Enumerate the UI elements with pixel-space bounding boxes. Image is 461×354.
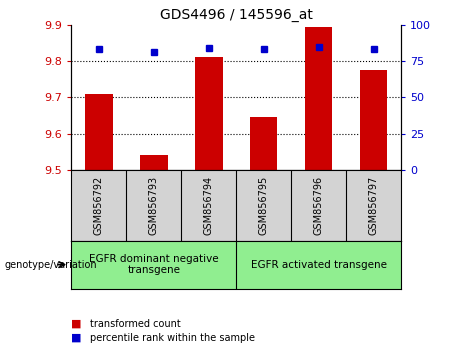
Title: GDS4496 / 145596_at: GDS4496 / 145596_at	[160, 8, 313, 22]
Bar	[360, 70, 387, 170]
Text: percentile rank within the sample: percentile rank within the sample	[90, 333, 255, 343]
Bar	[250, 117, 278, 170]
Text: transformed count: transformed count	[90, 319, 181, 329]
Bar	[85, 94, 112, 170]
Text: GSM856797: GSM856797	[369, 176, 378, 235]
Text: GSM856794: GSM856794	[204, 176, 214, 235]
Text: GSM856795: GSM856795	[259, 176, 269, 235]
Text: GSM856796: GSM856796	[313, 176, 324, 235]
Bar	[195, 57, 223, 170]
Bar	[140, 155, 168, 170]
Text: GSM856793: GSM856793	[149, 176, 159, 235]
Bar	[305, 27, 332, 170]
Text: genotype/variation: genotype/variation	[5, 259, 97, 270]
Text: EGFR activated transgene: EGFR activated transgene	[251, 259, 387, 270]
Text: ■: ■	[71, 319, 82, 329]
Text: ■: ■	[71, 333, 82, 343]
Text: EGFR dominant negative
transgene: EGFR dominant negative transgene	[89, 254, 219, 275]
Text: GSM856792: GSM856792	[94, 176, 104, 235]
